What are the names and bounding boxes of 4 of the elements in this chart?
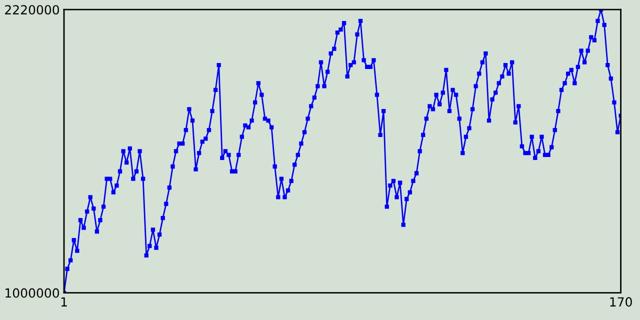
x-tick-label: 1 <box>61 297 67 306</box>
x-tick-label: 170 <box>610 297 632 307</box>
y-tick-label: 1000000 <box>6 288 59 298</box>
y-tick-label: 2220000 <box>5 5 59 15</box>
